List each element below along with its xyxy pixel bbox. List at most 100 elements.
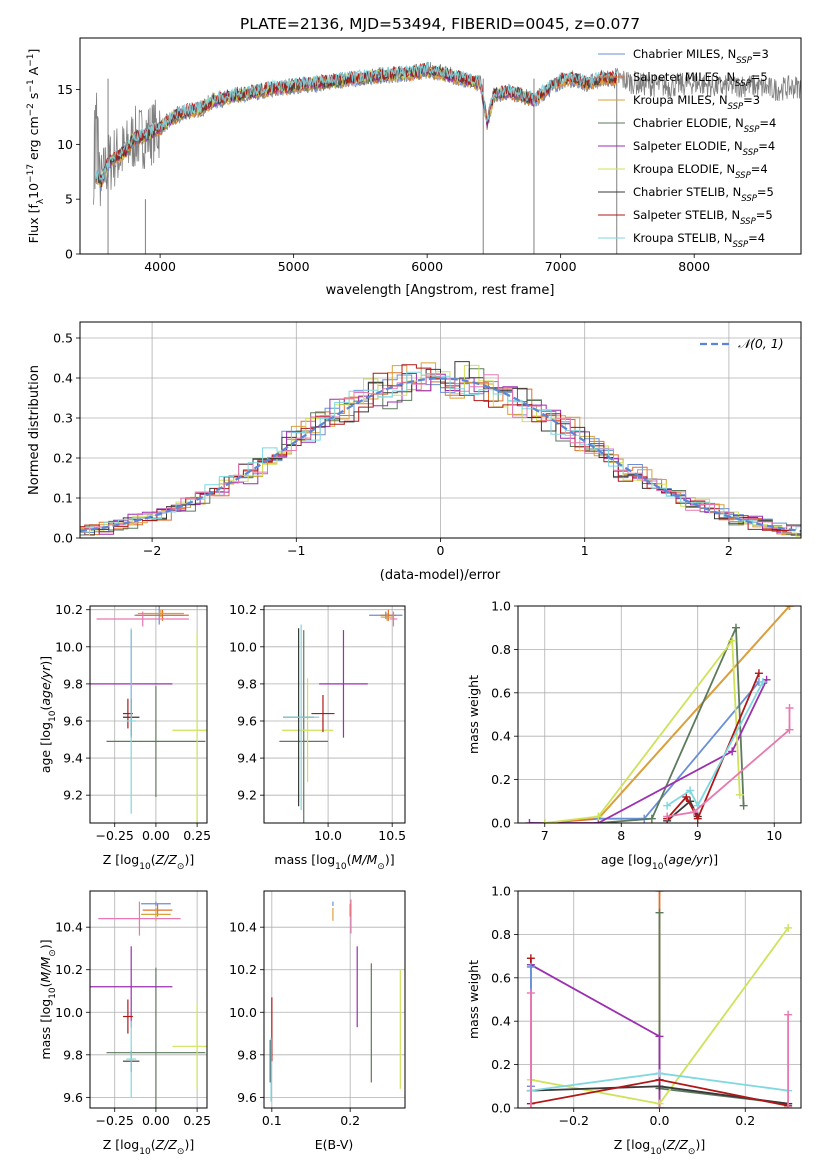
y-tick-label: 10.2 (55, 602, 83, 617)
axes-frame (79, 321, 802, 539)
x-tick-label: −0.2 (559, 1113, 589, 1128)
y-tick-label: 10.0 (55, 1005, 83, 1020)
x-tick-label: 0.00 (142, 828, 170, 843)
y-tick-label: 0.0 (53, 531, 73, 546)
y-tick-label: 15 (57, 82, 73, 97)
histogram-step (80, 373, 801, 536)
weight-line (666, 681, 764, 808)
axes-frame (263, 890, 406, 1109)
x-tick-label: 4000 (144, 259, 176, 274)
x-tick-label: 8000 (678, 259, 710, 274)
x-tick-label: −0.25 (96, 828, 134, 843)
x-axis-label: mass [log10(M/M⊙)] (274, 852, 394, 872)
y-tick-label: 10.0 (55, 639, 83, 654)
axes-frame (263, 605, 406, 824)
panel-weight-vs-age: 7 8 9 10 0.0 0.2 0.4 0.6 0.8 1.0 age [log10(age/yr… (466, 599, 802, 872)
x-tick-label: −1 (287, 543, 305, 558)
plot-area (93, 61, 801, 254)
panel-spectrum: 4000 5000 6000 7000 8000 0 5 10 15 wavelength [An… (26, 37, 802, 298)
y-tick-label: 0.6 (491, 685, 511, 700)
legend-label: Salpeter ELODIE, NSSP=4 (633, 139, 775, 158)
x-axis-label: Z [log10(Z/Z⊙)] (103, 1137, 194, 1157)
axes-frame (89, 890, 208, 1109)
weight-line (666, 708, 791, 818)
panel-mass-vs-Z: −0.25 0.00 0.25 9.6 9.8 10.0 10.2 10.4 Z [log10(… (38, 890, 211, 1157)
y-tick-label: 0.4 (491, 729, 511, 744)
x-tick-label: 0.1 (262, 1113, 282, 1128)
y-tick-label: 1.0 (491, 599, 511, 614)
y-axis-label: Flux [fλ10−17 erg cm−2 s−1 A−1] (26, 49, 46, 244)
legend-label: Salpeter MILES, NSSP=5 (633, 70, 768, 89)
x-tick-label: 8 (617, 828, 625, 843)
y-tick-label: 0.8 (491, 642, 511, 657)
plot-area (90, 901, 207, 1108)
plot-area (526, 891, 793, 1108)
model-spectrum-line (95, 62, 618, 185)
axes-frame (79, 37, 802, 255)
x-tick-label: 0.25 (183, 828, 211, 843)
y-tick-label: 0.0 (491, 816, 511, 831)
x-tick-label: 2 (725, 543, 733, 558)
histogram-step (80, 371, 801, 536)
panel-residuals: −2 −1 0 1 2 0.0 0.1 0.2 0.3 0.4 0.5 (data-model)/er… (27, 321, 802, 583)
weight-line (597, 606, 791, 820)
y-tick-label: 9.2 (63, 788, 83, 803)
x-axis-label: E(B-V) (315, 1137, 354, 1152)
y-axis-label: Normed distribution (27, 365, 42, 495)
y-tick-label: 0.5 (53, 331, 73, 346)
y-tick-label: 0 (65, 247, 73, 262)
y-tick-label: 10.2 (229, 602, 257, 617)
y-tick-label: 9.8 (63, 1047, 83, 1062)
x-tick-label: 10.5 (378, 828, 406, 843)
x-tick-label: −2 (143, 543, 161, 558)
y-tick-label: 9.8 (237, 1047, 257, 1062)
x-tick-label: 7000 (545, 259, 577, 274)
y-tick-label: 9.6 (237, 713, 257, 728)
x-tick-label: 10.0 (314, 828, 342, 843)
y-tick-label: 10.2 (55, 962, 83, 977)
figure-title: PLATE=2136, MJD=53494, FIBERID=0045, z=0… (240, 15, 640, 33)
plot-area (269, 899, 401, 1102)
axes-frame (89, 605, 208, 824)
legend-label: Kroupa STELIB, NSSP=4 (633, 231, 765, 250)
weight-line (529, 679, 768, 823)
panel-mass-vs-EBV: 0.1 0.2 9.6 9.8 10.0 10.2 10.4 E(B-V) (229, 890, 406, 1152)
y-tick-label: 10.4 (55, 920, 83, 935)
plot-area (525, 606, 794, 823)
y-axis-label: mass weight (466, 960, 481, 1039)
y-tick-label: 0.2 (53, 451, 73, 466)
y-tick-label: 9.4 (63, 751, 83, 766)
x-tick-label: 0.25 (183, 1113, 211, 1128)
y-tick-label: 0.2 (491, 772, 511, 787)
y-tick-label: 9.6 (63, 713, 83, 728)
legend-label: Chabrier ELODIE, NSSP=4 (633, 116, 776, 135)
model-spectrum-line (96, 66, 618, 192)
plot-area (90, 606, 207, 823)
y-tick-label: 1.0 (491, 884, 511, 899)
weight-line (530, 993, 789, 1108)
y-tick-label: 0.1 (53, 491, 73, 506)
x-tick-label: 0.0 (650, 1113, 670, 1128)
plot-area (80, 361, 801, 538)
x-tick-label: −0.25 (96, 1113, 134, 1128)
y-tick-label: 0.2 (491, 1057, 511, 1072)
y-axis-label: mass weight (466, 675, 481, 754)
panel-age-vs-mass: 10.0 10.5 9.2 9.4 9.6 9.8 10.0 10.2 mass [log10(… (229, 602, 406, 872)
y-tick-label: 0.3 (53, 411, 73, 426)
axes-frame (517, 605, 802, 824)
y-tick-label: 0.6 (491, 970, 511, 985)
legend-label: Kroupa MILES, NSSP=3 (633, 93, 760, 112)
y-tick-label: 0.0 (491, 1101, 511, 1116)
y-axis-label: age [log10(age/yr)] (38, 656, 58, 773)
legend-label: Kroupa ELODIE, NSSP=4 (633, 162, 768, 181)
y-tick-label: 9.6 (63, 1090, 83, 1105)
x-tick-label: 6000 (411, 259, 443, 274)
x-tick-label: 9 (694, 828, 702, 843)
y-tick-label: 9.2 (237, 788, 257, 803)
y-tick-label: 9.8 (63, 676, 83, 691)
y-tick-label: 9.8 (237, 676, 257, 691)
x-tick-label: 7 (541, 828, 549, 843)
x-tick-label: 5000 (278, 259, 310, 274)
